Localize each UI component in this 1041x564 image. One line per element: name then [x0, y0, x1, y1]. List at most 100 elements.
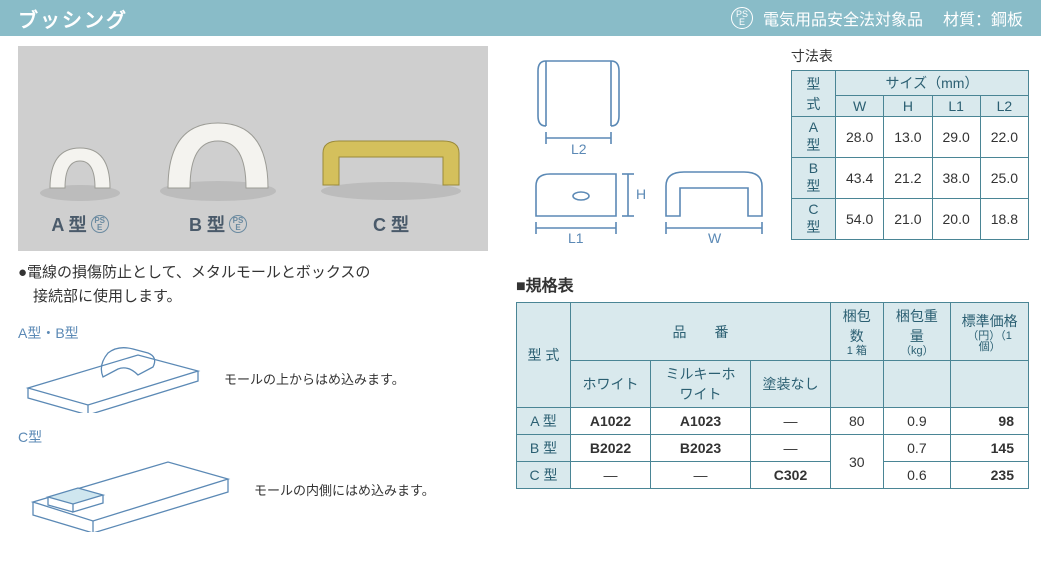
cell: A1022	[571, 408, 651, 435]
pse-mark-icon: PSE	[731, 7, 753, 29]
cell: A 型	[517, 408, 571, 435]
table-row: B 型 43.4 21.2 38.0 25.0	[791, 158, 1028, 199]
cell: C 型	[791, 199, 835, 240]
th-price-sub: （円）（1 個）	[959, 331, 1020, 353]
th-pack-qty-txt: 梱包数	[843, 308, 871, 344]
install-ab-text: モールの上からはめ込みます。	[224, 369, 405, 388]
cell: B 型	[791, 158, 835, 199]
cell: 235	[951, 462, 1029, 489]
cell: 13.0	[884, 117, 932, 158]
cell: 0.7	[883, 435, 951, 462]
dim-w-label: W	[708, 230, 722, 246]
cell: 145	[951, 435, 1029, 462]
bushing-c-label: C 型	[373, 211, 409, 237]
cell: 21.2	[884, 158, 932, 199]
pse-small-icon: PSE	[229, 215, 247, 233]
dim-section: L2 L1 H W 寸法表 型 式 サイズ（mm） W	[516, 46, 1029, 246]
description-line1: ●電線の損傷防止として、メタルモールとボックスの	[18, 261, 488, 285]
spec-table: 型 式 品 番 梱包数 1 箱 梱包重量 （kg） 標準価格 （円）（1 個）	[516, 302, 1029, 489]
th-blank	[883, 361, 951, 408]
th-pack-qty: 梱包数 1 箱	[831, 303, 884, 361]
spec-table-title: ■規格表	[516, 272, 1029, 296]
right-column: L2 L1 H W 寸法表 型 式 サイズ（mm） W	[516, 46, 1029, 546]
th-pack-wt: 梱包重量 （kg）	[883, 303, 951, 361]
cell: 29.0	[932, 117, 980, 158]
th-pack-qty-sub: 1 箱	[839, 346, 875, 357]
install-ab-row: モールの上からはめ込みます。	[18, 343, 488, 413]
bushing-b-icon	[153, 83, 283, 203]
bushing-c-icon	[311, 113, 471, 203]
th-pack-wt-txt: 梱包重量	[896, 308, 938, 344]
bushing-c-text: C 型	[373, 211, 409, 237]
table-row: 型 式 サイズ（mm）	[791, 71, 1028, 96]
bushing-b: B 型 PSE	[153, 83, 283, 237]
cell: 43.4	[836, 158, 884, 199]
install-diagrams: A型・B型 モールの上からはめ込みます。 C型	[18, 323, 488, 532]
cell: 25.0	[980, 158, 1028, 199]
cell: A 型	[791, 117, 835, 158]
description: ●電線の損傷防止として、メタルモールとボックスの 接続部に使用します。	[18, 261, 488, 309]
dim-l1-label: L1	[568, 230, 584, 246]
cell: 54.0	[836, 199, 884, 240]
bushing-a-icon	[35, 113, 125, 203]
page-title: ブッシング	[18, 4, 128, 33]
bushing-b-label: B 型 PSE	[189, 211, 247, 237]
dim-th-l1: L1	[932, 96, 980, 117]
table-row: ホワイト ミルキーホワイト 塗装なし	[517, 361, 1029, 408]
cell: 22.0	[980, 117, 1028, 158]
table-row: C 型 54.0 21.0 20.0 18.8	[791, 199, 1028, 240]
bushing-a-text: A 型	[51, 211, 86, 237]
cell: C302	[751, 462, 831, 489]
table-row: C 型 — — C302 0.6 235	[517, 462, 1029, 489]
dim-l2-label: L2	[571, 141, 587, 157]
product-photo: A 型 PSE B 型 PSE	[18, 46, 488, 251]
dim-table-wrap: 寸法表 型 式 サイズ（mm） W H L1 L2	[791, 46, 1029, 246]
dim-th-type: 型 式	[791, 71, 835, 117]
title-right: PSE 電気用品安全法対象品 材質：鋼板	[731, 6, 1023, 30]
install-c-row: モールの内側にはめ込みます。	[18, 447, 488, 532]
dim-h-label: H	[636, 186, 646, 202]
description-line2: 接続部に使用します。	[18, 285, 488, 309]
pse-bottom: E	[736, 18, 748, 26]
th-milky: ミルキーホワイト	[651, 361, 751, 408]
table-row: A 型 28.0 13.0 29.0 22.0	[791, 117, 1028, 158]
dim-th-size: サイズ（mm）	[836, 71, 1029, 96]
cell: A1023	[651, 408, 751, 435]
title-bar: ブッシング PSE 電気用品安全法対象品 材質：鋼板	[0, 0, 1041, 36]
cell: B 型	[517, 435, 571, 462]
table-row: A 型 A1022 A1023 — 80 0.9 98	[517, 408, 1029, 435]
cell: 30	[831, 435, 884, 489]
cell: 28.0	[836, 117, 884, 158]
material-text: 材質：鋼板	[943, 6, 1023, 30]
cell: —	[571, 462, 651, 489]
cell: B2023	[651, 435, 751, 462]
cell: B2022	[571, 435, 651, 462]
cell: 80	[831, 408, 884, 435]
th-type: 型 式	[517, 303, 571, 408]
bushing-a: A 型 PSE	[35, 113, 125, 237]
bushing-c: C 型	[311, 113, 471, 237]
install-ab-label: A型・B型	[18, 323, 488, 343]
cell: —	[751, 408, 831, 435]
cell: C 型	[517, 462, 571, 489]
left-column: A 型 PSE B 型 PSE	[18, 46, 488, 546]
th-partno: 品 番	[571, 303, 831, 361]
table-row: B 型 B2022 B2023 — 30 0.7 145	[517, 435, 1029, 462]
content: A 型 PSE B 型 PSE	[0, 36, 1041, 564]
install-ab-icon	[18, 343, 208, 413]
cell: 0.9	[883, 408, 951, 435]
cell: —	[651, 462, 751, 489]
bushing-a-label: A 型 PSE	[51, 211, 108, 237]
table-row: 型 式 品 番 梱包数 1 箱 梱包重量 （kg） 標準価格 （円）（1 個）	[517, 303, 1029, 361]
pse-small-icon: PSE	[91, 215, 109, 233]
compliance-text: 電気用品安全法対象品	[763, 6, 923, 30]
cell: 38.0	[932, 158, 980, 199]
cell: 18.8	[980, 199, 1028, 240]
cell: 98	[951, 408, 1029, 435]
dim-th-h: H	[884, 96, 932, 117]
dim-th-l2: L2	[980, 96, 1028, 117]
cell: 20.0	[932, 199, 980, 240]
install-c-text: モールの内側にはめ込みます。	[254, 480, 435, 499]
th-price-txt: 標準価格	[962, 313, 1018, 329]
cell: 0.6	[883, 462, 951, 489]
